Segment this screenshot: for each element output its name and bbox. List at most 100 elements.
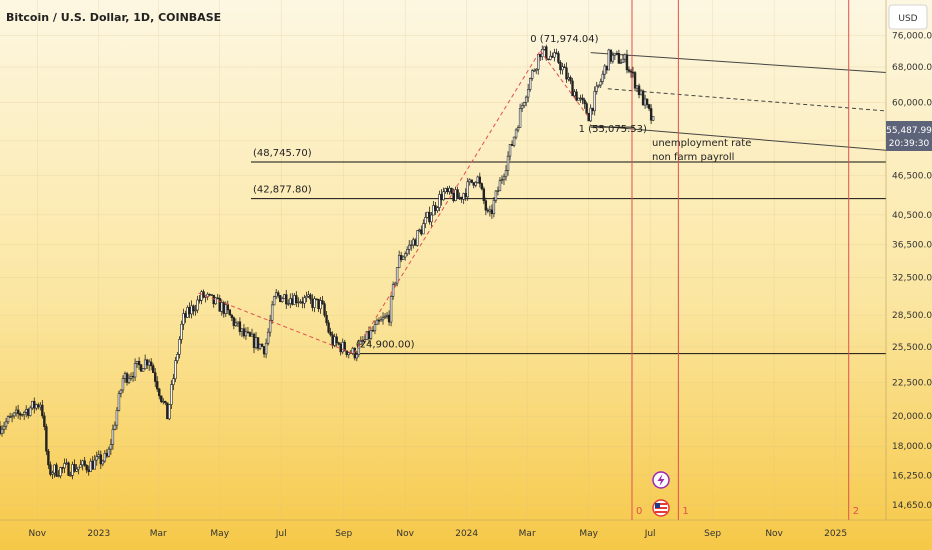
candle-body-down <box>583 99 586 104</box>
candle <box>133 358 137 381</box>
candle <box>283 293 286 299</box>
candle <box>557 50 560 64</box>
candle <box>492 197 496 218</box>
candle-body-up <box>319 300 322 310</box>
lightning-event-icon[interactable] <box>652 471 670 489</box>
candle-body-up <box>379 319 383 322</box>
candle-body-down <box>149 361 153 367</box>
candle-body-up <box>224 304 227 314</box>
candle-body-down <box>246 331 250 333</box>
candle <box>422 219 425 235</box>
candle <box>41 400 44 419</box>
candle-body-up <box>22 411 26 415</box>
candle <box>16 404 20 419</box>
candle-body-up <box>363 339 367 342</box>
candle <box>178 336 181 359</box>
candle-body-up <box>287 303 290 305</box>
candle <box>67 461 70 476</box>
candle-body-down <box>188 307 191 315</box>
candle-body-down <box>222 302 225 314</box>
candle <box>357 339 361 358</box>
candle-body-up <box>174 360 177 379</box>
dashed-trend-lines <box>198 50 590 355</box>
candle-body-up <box>373 324 377 332</box>
candle-body-down <box>45 426 48 452</box>
candle <box>73 459 76 473</box>
candle-body-down <box>301 301 304 304</box>
x-tick-label: Mar <box>150 529 167 539</box>
candle <box>77 466 80 475</box>
candle <box>85 464 88 474</box>
candle <box>522 101 526 109</box>
candle-body-up <box>93 459 96 470</box>
candle-body-up <box>69 474 72 477</box>
candle-body-down <box>446 188 449 193</box>
candle-body-down <box>73 464 76 472</box>
candle-body-down <box>591 107 594 112</box>
candle <box>337 341 340 346</box>
candle-body-up <box>512 136 516 146</box>
candle-body-up <box>424 217 427 224</box>
candle-body-up <box>391 284 395 297</box>
candle-body-up <box>393 282 397 286</box>
candle-body-down <box>55 464 58 477</box>
candle <box>256 337 260 351</box>
candle <box>313 296 316 313</box>
candle-body-down <box>329 331 332 336</box>
time-axis[interactable]: Nov 2023 Mar May Jul Sep Nov 2024 Mar May Jul Sep No… <box>29 529 848 539</box>
candle <box>319 297 322 314</box>
candle-body-down <box>83 460 86 466</box>
candle-body-down <box>252 333 256 349</box>
candle <box>164 400 167 406</box>
candle-body-up <box>613 52 617 56</box>
candle <box>323 301 326 318</box>
candle-body-up <box>254 337 258 349</box>
event-line-label: 0 <box>636 506 642 517</box>
candle-body-down <box>228 309 232 316</box>
candle-body-up <box>297 301 300 304</box>
currency-button[interactable]: USD <box>888 4 928 30</box>
candle-body-down <box>615 52 619 55</box>
candle <box>389 294 393 327</box>
candle <box>587 112 590 122</box>
candle-body-up <box>432 205 435 216</box>
candle-body-up <box>369 330 373 340</box>
candle <box>174 356 177 382</box>
candle <box>617 49 621 64</box>
candle-body-down <box>232 317 236 326</box>
candle <box>476 175 479 184</box>
candle-body-up <box>500 179 504 181</box>
y-tick-label: 16,250.00 <box>892 471 932 481</box>
candle-body-down <box>647 104 651 109</box>
candle-body-down <box>317 298 320 310</box>
candle-body-up <box>6 416 10 423</box>
candle-body-up <box>109 444 113 450</box>
y-tick-label: 36,500.00 <box>892 241 932 251</box>
us-flag-event-icon[interactable] <box>652 499 670 517</box>
candle-body-down <box>605 65 608 71</box>
candle-body-up <box>543 46 546 50</box>
candle <box>514 128 518 140</box>
candle <box>649 104 653 125</box>
candle-body-up <box>186 307 189 318</box>
x-tick-label: Jul <box>644 529 656 539</box>
candle-body-down <box>617 53 621 64</box>
x-tick-label: May <box>210 529 229 539</box>
candle-body-down <box>335 336 338 344</box>
candle <box>597 84 600 89</box>
candle-body-up <box>305 296 308 299</box>
candle <box>533 68 536 72</box>
y-tick-label: 32,500.00 <box>892 274 932 284</box>
candle-body-down <box>137 360 141 366</box>
y-tick-label: 60,000.00 <box>892 99 932 109</box>
candle <box>589 104 592 123</box>
candle-body-down <box>440 194 443 201</box>
candle-body-up <box>549 55 552 60</box>
candle <box>410 240 413 251</box>
event-line-label: 1 <box>682 506 688 517</box>
candle <box>268 314 272 337</box>
candle-body-up <box>357 343 361 355</box>
candle-body-up <box>29 407 32 416</box>
level-label: (48,745.70) <box>253 148 312 159</box>
